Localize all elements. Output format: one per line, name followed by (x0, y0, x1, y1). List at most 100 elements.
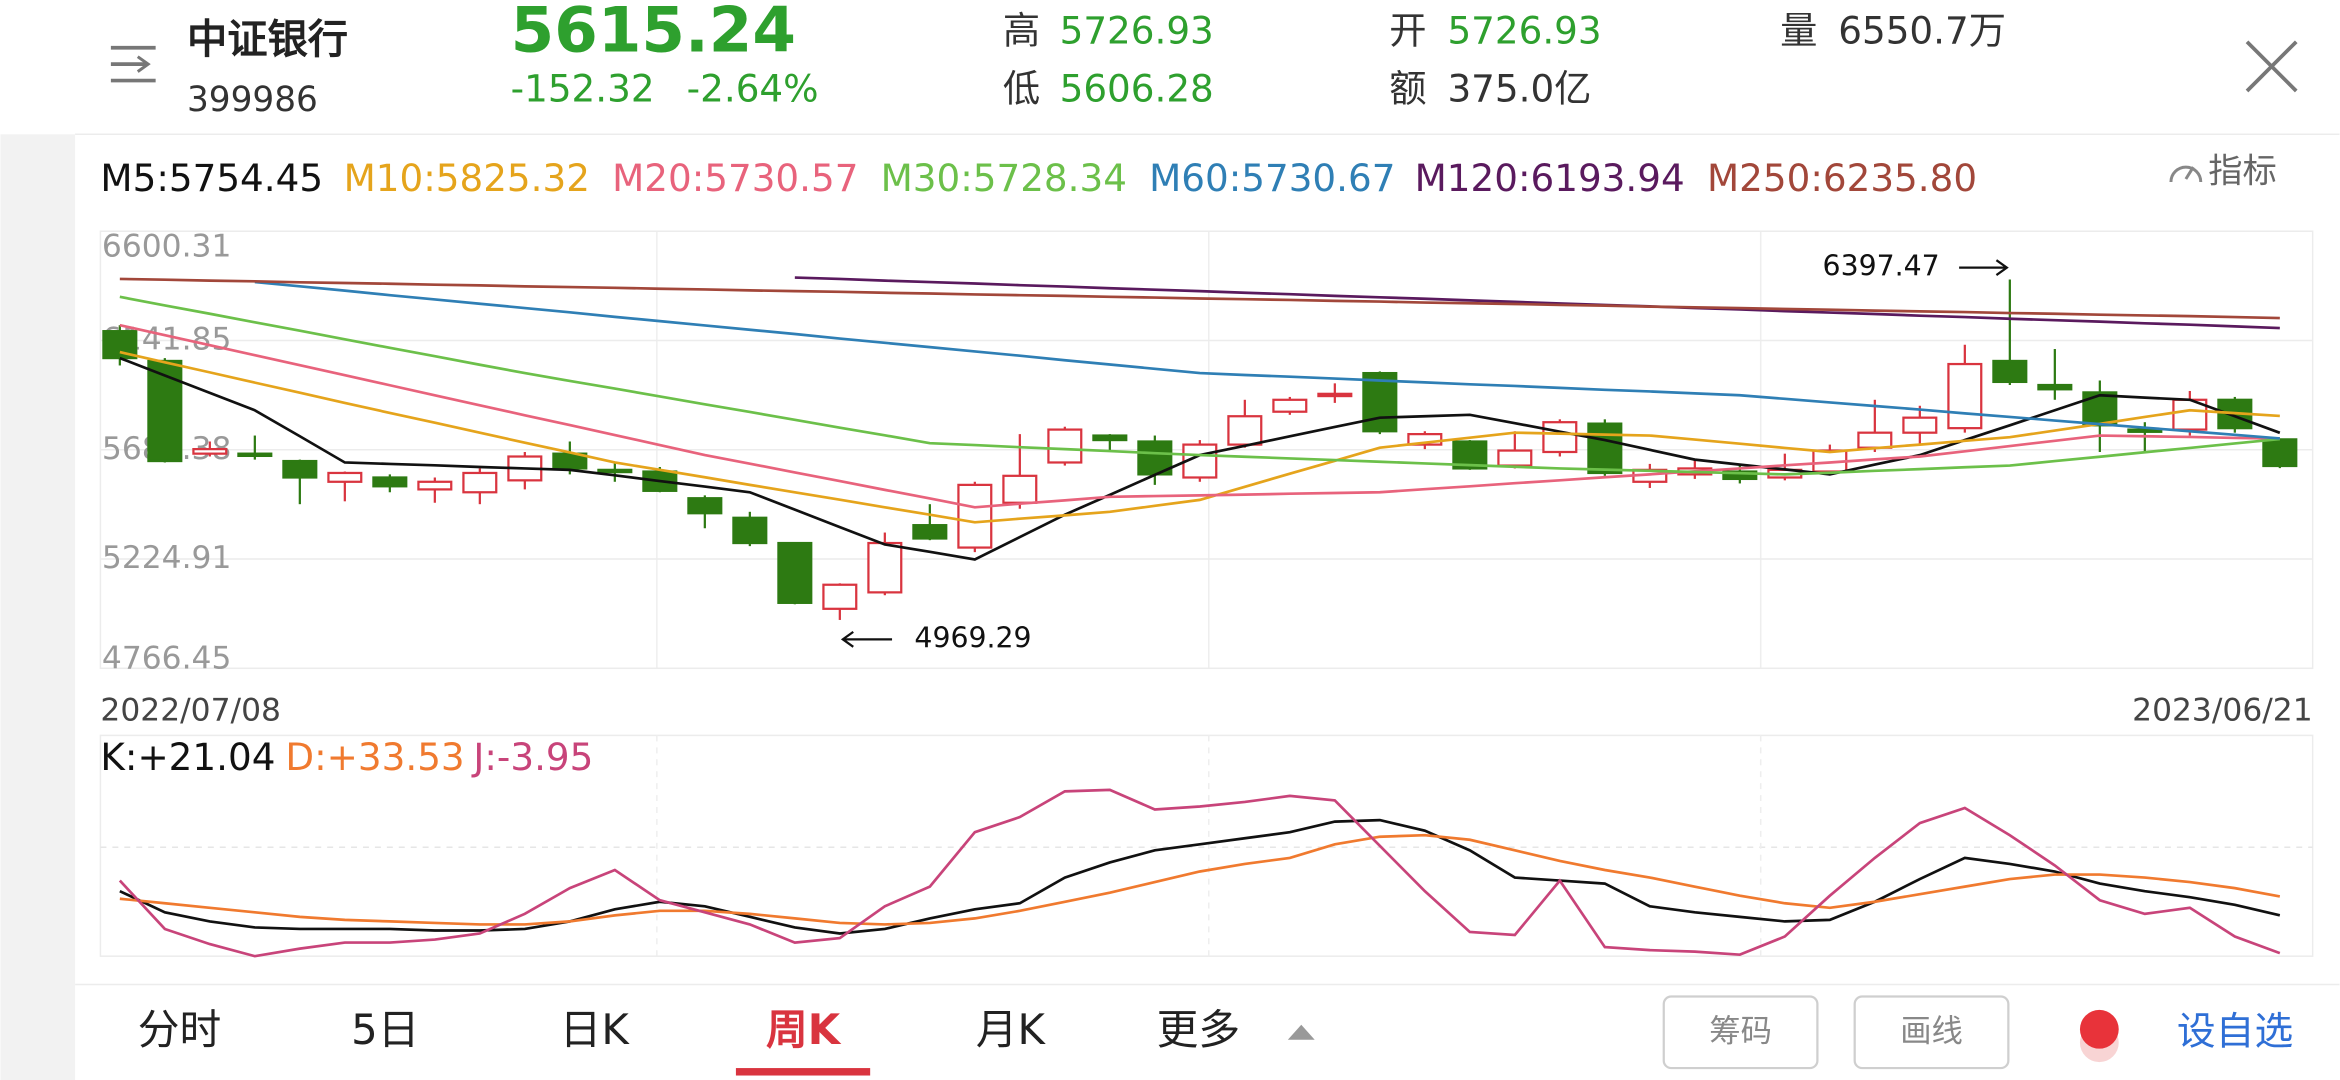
tab-bar: 分时 5日 日K 周K 月K 更多 (138, 1005, 1240, 1076)
button-group: 筹码 画线 (1662, 995, 2010, 1070)
candle-body (1857, 431, 1893, 449)
ma-legend: M120:6193.94 (1415, 156, 1685, 200)
candle-body (597, 468, 633, 474)
candle-body (372, 476, 408, 488)
candle-body (912, 524, 948, 540)
price-change-pct: -2.64% (687, 66, 819, 110)
y-tick-label: 5224.91 (102, 540, 232, 576)
candle-body (1992, 359, 2028, 384)
x-tick-label: 2022/07/08 (100, 693, 280, 729)
x-tick-label: 2023/06/21 (2132, 693, 2312, 729)
ma-line (119, 350, 2280, 524)
tab[interactable]: 5日 (351, 1005, 419, 1054)
tab[interactable]: 分时 (138, 1005, 222, 1054)
y-tick-label: 6600.31 (102, 229, 232, 265)
tab[interactable]: 月K (976, 1005, 1047, 1054)
low-value: 5606.28 (1060, 66, 1214, 110)
price: 5615.24 (511, 0, 796, 66)
kdj-legend: K:+21.04 (100, 735, 275, 779)
candle-body (957, 483, 993, 549)
indicator-button[interactable]: 指标 (2169, 152, 2277, 192)
kdj-line (118, 788, 2281, 958)
candle-body (732, 516, 768, 545)
candle-body (1317, 392, 1353, 398)
candle-body (2037, 383, 2073, 391)
kdj-line (119, 818, 2281, 935)
candle-body (1002, 474, 1038, 504)
stock-name: 中证银行 (187, 17, 348, 63)
candle-body (282, 459, 318, 479)
volume-label: 量 (1780, 8, 1817, 52)
candle-body (2172, 398, 2208, 431)
ma-line (119, 295, 2280, 476)
candle-body (417, 480, 453, 491)
kdj-legend: J:-3.95 (471, 735, 593, 779)
ma-legend: M5:5754.45 (100, 156, 323, 200)
ma-line (794, 276, 2280, 330)
candle-body (237, 452, 273, 458)
side-strip (0, 134, 76, 1080)
low-annotation: 4969.29 (914, 621, 1031, 654)
button-frame[interactable] (1662, 995, 1819, 1070)
candle-body (327, 471, 363, 483)
candle-body (2127, 428, 2163, 433)
high-label: 高 (1003, 8, 1040, 52)
ma-line (119, 277, 2280, 320)
kdj-legend: D:+33.53 (285, 735, 464, 779)
more-arrow (1287, 1024, 1315, 1040)
tab[interactable]: 周K (766, 1005, 842, 1054)
candle-body (822, 583, 858, 610)
candle-body (687, 497, 723, 515)
stock-code: 399986 (187, 80, 318, 120)
ma-legend: M20:5730.57 (612, 156, 858, 200)
candle-body (867, 541, 903, 594)
low-label: 低 (1003, 66, 1040, 110)
amount-value: 375.0亿 (1447, 66, 1591, 110)
amount-label: 额 (1389, 66, 1426, 110)
candle-body (1272, 398, 1308, 413)
ma-line (119, 323, 2280, 509)
indicator-label: 指标 (2208, 152, 2277, 192)
red-dot[interactable] (2079, 1009, 2119, 1049)
ma-legend: M30:5728.34 (881, 156, 1127, 200)
candle-body (1542, 421, 1578, 454)
close-button[interactable] (2245, 40, 2298, 93)
add-watchlist[interactable]: 设自选 (2177, 1009, 2293, 1054)
button-label[interactable]: 画线 (1900, 1013, 1963, 1049)
kdj-frame (99, 734, 2314, 957)
tab[interactable]: 更多 (1157, 1005, 1241, 1054)
button-frame[interactable] (1853, 995, 2010, 1070)
candle-body (1407, 432, 1443, 446)
arrow-head (1995, 259, 2009, 276)
candle-body (192, 448, 228, 455)
candle-body (1092, 434, 1128, 442)
ma-legend: M60:5730.67 (1149, 156, 1395, 200)
candle-body (1902, 416, 1938, 434)
candle-body (1227, 415, 1263, 446)
candle-body (1722, 470, 1758, 481)
menu-icon[interactable] (110, 45, 156, 83)
candle-body (1947, 362, 1983, 430)
kdj-line (119, 833, 2281, 926)
high-value: 5726.93 (1060, 8, 1214, 52)
open-label: 开 (1389, 8, 1426, 52)
candle-body (1362, 371, 1398, 433)
tab[interactable]: 日K (560, 1005, 631, 1054)
candle-body (2262, 438, 2298, 468)
candle-body (2082, 391, 2118, 427)
open-value: 5726.93 (1447, 8, 1601, 52)
candle-body (1497, 449, 1533, 467)
tab-underline (735, 1068, 871, 1076)
arrow-head (840, 630, 854, 648)
candle-body (462, 471, 498, 494)
ma-legend: M10:5825.32 (344, 156, 590, 200)
candle-body (777, 541, 813, 604)
ma-legend: M250:6235.80 (1707, 156, 1977, 200)
ma-line (254, 280, 2280, 440)
candle-body (1047, 428, 1083, 464)
candle-body (1587, 422, 1623, 475)
button-label[interactable]: 筹码 (1709, 1013, 1772, 1049)
